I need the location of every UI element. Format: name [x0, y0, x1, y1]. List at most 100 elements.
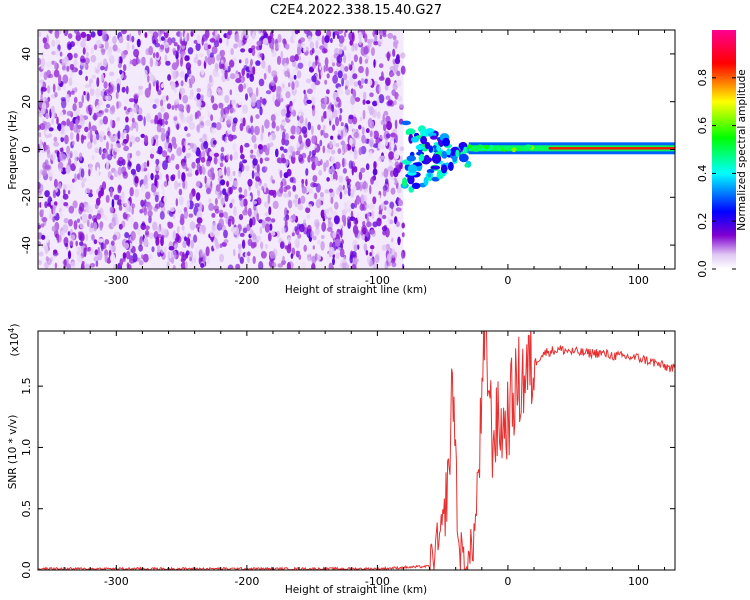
noise-blob — [251, 216, 256, 226]
noise-blob — [51, 225, 57, 232]
noise-blob — [395, 221, 400, 228]
noise-blob — [378, 30, 385, 37]
noise-blob — [373, 59, 376, 68]
noise-blob — [150, 119, 155, 124]
noise-blob — [173, 143, 177, 149]
noise-blob — [247, 87, 253, 94]
noise-blob — [311, 255, 317, 265]
noise-blob — [84, 189, 88, 195]
noise-blob — [104, 40, 109, 50]
noise-blob — [116, 117, 121, 122]
noise-blob — [193, 56, 199, 64]
noise-blob — [364, 78, 369, 84]
noise-blob — [349, 216, 356, 221]
noise-blob — [156, 150, 162, 155]
noise-blob — [69, 234, 76, 241]
noise-blob — [326, 109, 332, 120]
noise-blob — [175, 198, 178, 207]
noise-blob — [175, 98, 180, 105]
noise-blob — [152, 221, 158, 231]
noise-blob — [63, 184, 67, 191]
noise-blob — [162, 160, 168, 171]
noise-blob — [82, 63, 87, 68]
noise-blob — [53, 141, 60, 147]
noise-blob — [270, 231, 276, 236]
noise-blob — [336, 55, 343, 64]
noise-blob — [259, 157, 263, 164]
noise-blob — [44, 165, 51, 170]
carrier-band-core — [548, 147, 675, 150]
noise-blob — [376, 97, 380, 106]
noise-blob — [140, 184, 145, 193]
noise-blob — [256, 197, 262, 206]
noise-blob — [102, 149, 109, 159]
noise-blob — [135, 122, 139, 133]
noise-blob — [332, 74, 338, 84]
noise-blob — [292, 213, 296, 221]
noise-blob — [401, 232, 405, 238]
noise-blob — [248, 195, 252, 201]
noise-blob — [230, 99, 237, 105]
noise-blob — [305, 78, 312, 84]
noise-blob — [171, 37, 176, 44]
noise-blob — [399, 146, 405, 152]
noise-blob — [53, 136, 58, 142]
noise-blob — [337, 30, 344, 34]
noise-blob — [138, 244, 144, 252]
noise-blob — [85, 75, 88, 81]
noise-blob — [363, 46, 369, 55]
noise-blob — [125, 85, 129, 95]
noise-blob — [234, 33, 240, 43]
noise-blob — [347, 187, 352, 197]
noise-blob — [270, 114, 276, 122]
noise-blob — [371, 47, 375, 56]
noise-blob — [342, 143, 348, 153]
noise-blob — [393, 99, 397, 106]
noise-blob — [66, 110, 73, 116]
noise-blob — [143, 69, 148, 79]
noise-blob — [74, 158, 78, 167]
noise-blob — [238, 248, 242, 255]
noise-blob — [171, 62, 178, 71]
noise-blob — [263, 72, 267, 80]
carrier-blob — [483, 145, 490, 150]
noise-blob — [321, 235, 325, 239]
noise-blob — [235, 263, 241, 269]
noise-blob — [201, 164, 205, 174]
noise-blob — [53, 61, 58, 70]
noise-blob — [289, 177, 294, 183]
noise-blob — [379, 155, 386, 160]
noise-blob — [182, 145, 186, 153]
noise-blob — [118, 156, 124, 164]
noise-blob — [196, 93, 201, 100]
noise-blob — [178, 209, 182, 214]
noise-blob — [376, 111, 381, 120]
noise-blob — [109, 206, 114, 214]
noise-blob — [338, 184, 343, 193]
spectrogram-y-tick-label: 20 — [20, 95, 33, 109]
noise-blob — [218, 169, 223, 177]
noise-blob — [186, 77, 190, 88]
noise-blob — [310, 182, 316, 188]
noise-blob — [317, 62, 321, 67]
spectrogram-x-axis-label: Height of straight line (km) — [285, 284, 427, 296]
noise-blob — [110, 240, 115, 246]
noise-blob — [107, 154, 113, 161]
noise-blob — [98, 238, 104, 243]
noise-blob — [176, 225, 180, 234]
noise-blob — [326, 253, 330, 263]
noise-blob — [154, 194, 159, 203]
noise-blob — [237, 170, 242, 178]
noise-blob — [392, 205, 399, 215]
noise-blob — [381, 225, 388, 232]
noise-blob — [171, 174, 176, 180]
noise-blob — [108, 46, 112, 55]
noise-blob — [222, 188, 227, 196]
noise-blob — [349, 254, 353, 264]
noise-blob — [256, 212, 260, 222]
noise-blob — [219, 243, 223, 248]
noise-blob — [186, 199, 190, 209]
noise-blob — [143, 116, 146, 127]
noise-blob — [369, 92, 374, 98]
noise-blob — [350, 95, 356, 105]
